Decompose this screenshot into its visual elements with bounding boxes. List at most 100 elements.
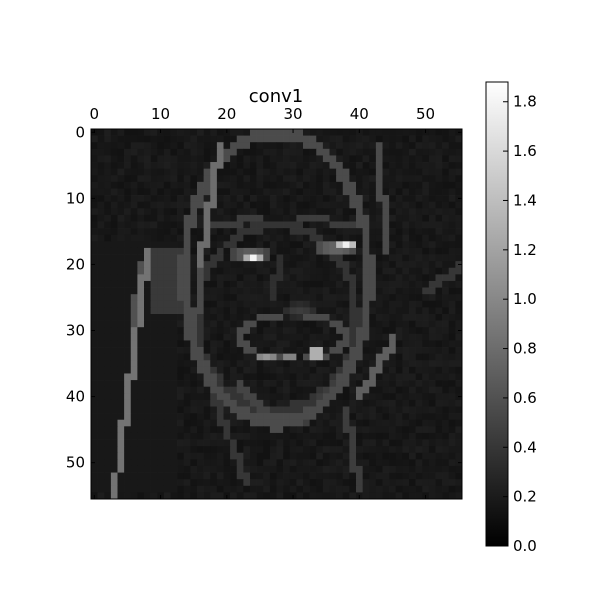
heatmap-cell [296, 267, 304, 275]
heatmap-cell [455, 201, 462, 209]
heatmap-cell [382, 267, 390, 275]
heatmap-cell [190, 201, 198, 209]
heatmap-cell [409, 366, 416, 374]
heatmap-cell [137, 181, 145, 189]
heatmap-cell [356, 327, 363, 335]
heatmap-cell [303, 188, 310, 196]
heatmap-cell [163, 393, 171, 401]
heatmap-cell [183, 254, 191, 262]
heatmap-cell [97, 294, 105, 302]
heatmap-cell [342, 366, 350, 374]
heatmap-cell [117, 247, 125, 255]
heatmap-cell [236, 247, 244, 255]
heatmap-cell [362, 413, 370, 421]
heatmap-cell [329, 320, 337, 328]
heatmap-cell [375, 386, 383, 394]
heatmap-cell [210, 314, 218, 321]
heatmap-cell [389, 274, 397, 282]
heatmap-cell [104, 413, 112, 421]
heatmap-cell [375, 413, 383, 421]
heatmap-cell [409, 439, 416, 447]
heatmap-cell [170, 142, 178, 150]
heatmap-cell [110, 280, 118, 288]
heatmap-cell [256, 452, 264, 460]
heatmap-cell [117, 459, 125, 467]
heatmap-cell [197, 274, 204, 282]
heatmap-cell [409, 188, 416, 196]
heatmap-cell [210, 327, 218, 335]
heatmap-cell [197, 432, 204, 440]
heatmap-cell [203, 208, 211, 216]
heatmap-cell [276, 162, 284, 169]
heatmap-cell [170, 294, 178, 302]
heatmap-cell [316, 340, 324, 348]
heatmap-cell [104, 439, 112, 447]
heatmap-cell [110, 347, 118, 354]
heatmap-cell [303, 300, 310, 308]
heatmap-cell [428, 479, 436, 487]
heatmap-cell [250, 287, 257, 295]
heatmap-cell [137, 446, 145, 454]
heatmap-cell [236, 228, 244, 236]
heatmap-cell [177, 175, 185, 183]
heatmap-cell [97, 188, 105, 196]
heatmap-cell [150, 459, 158, 467]
heatmap-cell [389, 380, 397, 388]
heatmap-cell [256, 479, 264, 487]
heatmap-cell [415, 353, 423, 361]
heatmap-cell [91, 300, 98, 308]
heatmap-cell [130, 155, 138, 163]
heatmap-cell [422, 162, 430, 169]
heatmap-cell [197, 472, 204, 480]
heatmap-cell [190, 175, 198, 183]
heatmap-cell [216, 201, 224, 209]
heatmap-cell [303, 135, 310, 143]
heatmap-cell [97, 300, 105, 308]
heatmap-cell [157, 267, 165, 275]
heatmap-cell [117, 254, 125, 262]
heatmap-cell [216, 195, 224, 203]
heatmap-cell [369, 181, 377, 189]
heatmap-cell [402, 472, 410, 480]
heatmap-cell [428, 366, 436, 374]
heatmap-cell [455, 320, 462, 328]
heatmap-cell [356, 320, 363, 328]
heatmap-cell [448, 380, 456, 388]
heatmap-cell [395, 274, 403, 282]
heatmap-cell [435, 188, 443, 196]
heatmap-cell [428, 439, 436, 447]
heatmap-cell [322, 479, 330, 487]
heatmap-cell [402, 287, 410, 295]
heatmap-cell [124, 360, 132, 368]
heatmap-cell [216, 320, 224, 328]
heatmap-cell [130, 439, 138, 447]
heatmap-cell [448, 439, 456, 447]
heatmap-cell [243, 347, 251, 354]
heatmap-cell [303, 459, 310, 467]
heatmap-cell [362, 492, 370, 499]
heatmap-cell [130, 247, 138, 255]
heatmap-cell [283, 393, 291, 401]
heatmap-cell [435, 155, 443, 163]
heatmap-cell [276, 340, 284, 348]
heatmap-cell [316, 188, 324, 196]
heatmap-cell [243, 287, 251, 295]
heatmap-cell [250, 340, 257, 348]
heatmap-cell [183, 208, 191, 216]
heatmap-cell [216, 373, 224, 381]
heatmap-cell [117, 472, 125, 480]
heatmap-cell [163, 399, 171, 407]
heatmap-cell [402, 188, 410, 196]
heatmap-cell [309, 175, 317, 183]
heatmap-cell [150, 353, 158, 361]
heatmap-cell [130, 208, 138, 216]
heatmap-cell [91, 181, 98, 189]
heatmap-cell [104, 333, 112, 341]
heatmap-cell [150, 129, 158, 136]
heatmap-cell [402, 274, 410, 282]
heatmap-cell [435, 208, 443, 216]
heatmap-cell [190, 320, 198, 328]
heatmap-cell [137, 485, 145, 493]
heatmap-cell [163, 320, 171, 328]
heatmap-cell [263, 320, 271, 328]
